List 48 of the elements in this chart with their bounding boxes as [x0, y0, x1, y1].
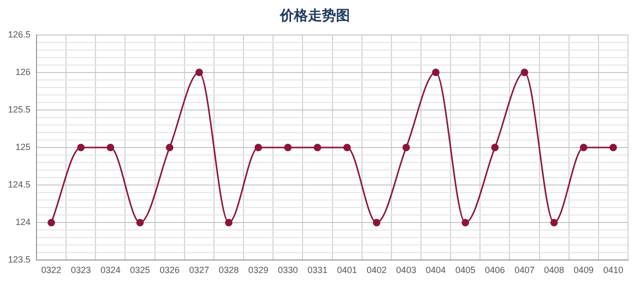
- point: [491, 144, 499, 152]
- point: [284, 144, 292, 152]
- x-tick-label: 0330: [278, 265, 298, 276]
- point: [166, 144, 174, 152]
- x-tick-label: 0326: [160, 265, 180, 276]
- point: [343, 144, 351, 152]
- x-tick-label: 0408: [544, 265, 564, 276]
- point: [106, 144, 114, 152]
- chart-title: 价格走势图: [279, 8, 350, 24]
- x-tick-label: 0401: [337, 265, 358, 276]
- point: [550, 218, 558, 226]
- x-tick-label: 0406: [484, 265, 505, 276]
- x-tick-label: 0405: [455, 265, 476, 276]
- x-tick-label: 0323: [70, 265, 91, 276]
- point: [432, 68, 440, 76]
- point: [195, 68, 203, 76]
- point: [254, 144, 262, 152]
- y-tick-label: 125: [15, 142, 31, 152]
- y-tick-label: 125.5: [8, 104, 31, 114]
- x-tick-label: 0402: [366, 265, 387, 276]
- x-tick-label: 0331: [307, 265, 328, 276]
- point: [314, 144, 322, 152]
- x-tick-label: 0407: [514, 265, 535, 276]
- x-tick-label: 0328: [218, 265, 239, 276]
- x-tick-label: 0329: [248, 265, 268, 276]
- point: [225, 218, 233, 226]
- y-tick-label: 126.5: [8, 29, 31, 40]
- x-tick-label: 0409: [574, 265, 594, 276]
- x-tick-label: 0403: [396, 265, 416, 276]
- point: [520, 68, 528, 76]
- point: [48, 218, 56, 226]
- x-tick-label: 0404: [426, 265, 446, 276]
- x-tick-label: 0327: [189, 265, 210, 276]
- point: [462, 218, 470, 226]
- point: [372, 218, 380, 226]
- point: [77, 144, 85, 152]
- point: [609, 144, 617, 152]
- x-tick-label: 0325: [130, 265, 150, 276]
- x-tick-label: 0324: [100, 265, 120, 276]
- y-tick-label: 123.5: [8, 254, 31, 265]
- y-tick-label: 124.5: [8, 180, 31, 190]
- point: [402, 144, 410, 152]
- y-tick-label: 126: [15, 66, 31, 77]
- y-tick-label: 124: [15, 217, 31, 228]
- x-tick-label: 0410: [603, 265, 624, 276]
- point: [136, 218, 144, 226]
- x-tick-label: 0322: [41, 265, 62, 276]
- point: [580, 144, 588, 152]
